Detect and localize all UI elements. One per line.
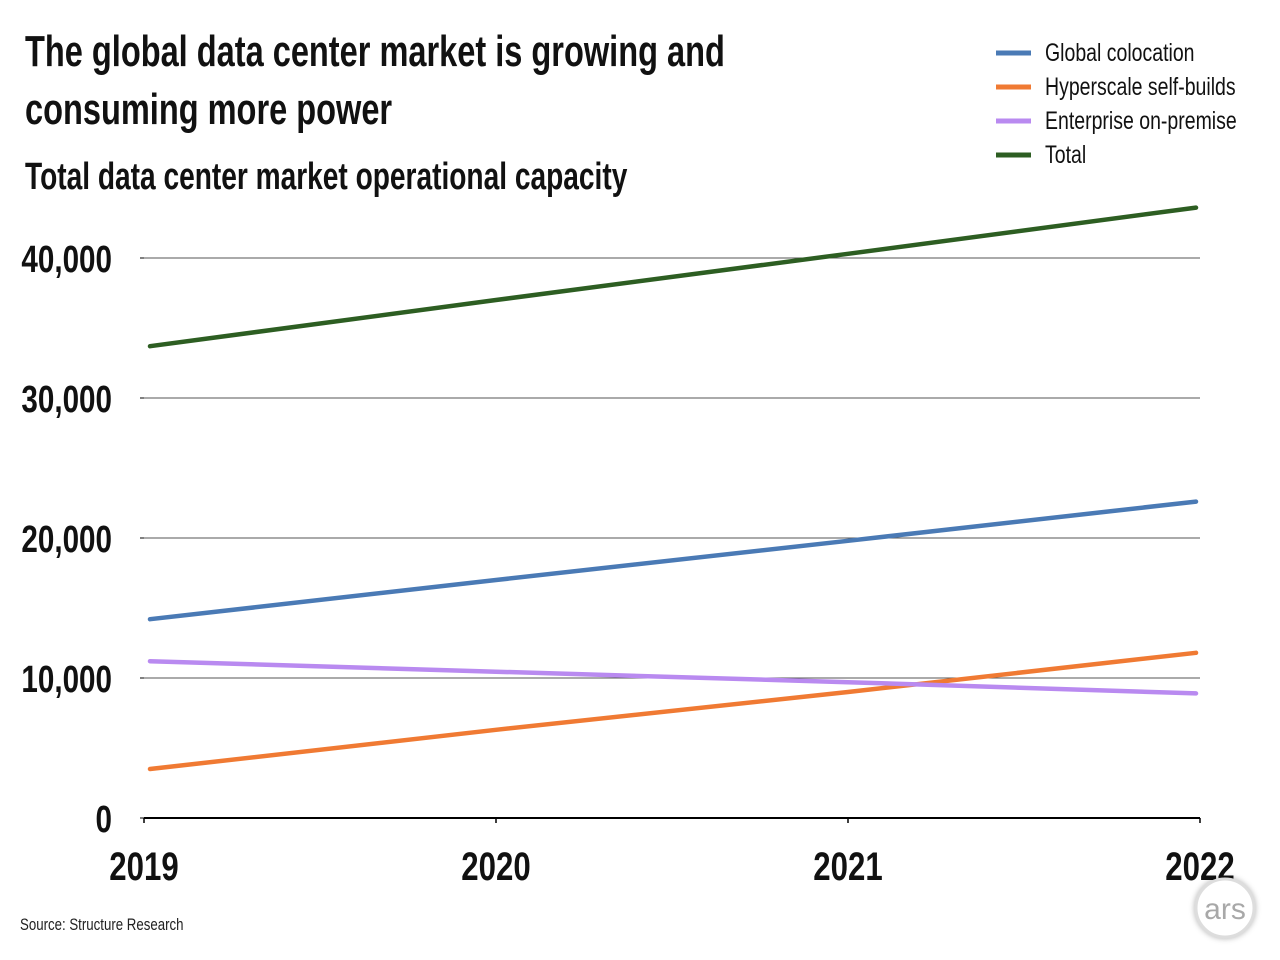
legend: Global colocation Hyperscale self-builds E…: [996, 39, 1237, 169]
x-tick-label: 2020: [461, 844, 530, 889]
series-line-global-colocation: [147, 499, 1199, 622]
legend-item: Hyperscale self-builds: [996, 73, 1236, 101]
gridlines: [144, 257, 1200, 679]
x-axis: 2019 2020 2021 2022: [109, 817, 1235, 889]
y-tick-label: 20,000: [21, 519, 112, 561]
svg-text:ars: ars: [1204, 893, 1246, 926]
series-line-total: [147, 205, 1199, 349]
chart-title: The global data center market is growing…: [25, 27, 725, 134]
legend-label: Total: [1045, 141, 1086, 169]
legend-item: Enterprise on-premise: [996, 107, 1237, 135]
x-tick-label: 2019: [109, 844, 178, 889]
legend-item: Total: [996, 141, 1086, 169]
x-tick-label: 2021: [813, 844, 882, 889]
y-tick-label: 30,000: [21, 379, 112, 421]
source-note: Source: Structure Research: [20, 916, 184, 935]
chart-subtitle: Total data center market operational cap…: [25, 156, 628, 198]
series-lines: [147, 205, 1199, 772]
legend-label: Enterprise on-premise: [1045, 107, 1237, 135]
legend-label: Global colocation: [1045, 39, 1195, 67]
title-line-2: consuming more power: [25, 85, 392, 134]
series-line-enterprise-on-premise: [147, 658, 1199, 696]
legend-label: Hyperscale self-builds: [1045, 73, 1236, 101]
y-axis: 0 10,000 20,000 30,000 40,000: [21, 239, 144, 841]
y-tick-label: 40,000: [21, 239, 112, 281]
series-line-hyperscale-self-builds: [147, 650, 1199, 772]
title-line-1: The global data center market is growing…: [25, 27, 725, 76]
y-tick-label: 10,000: [21, 659, 112, 701]
y-tick-label: 0: [96, 799, 112, 841]
ars-logo: ars: [1194, 877, 1256, 939]
legend-item: Global colocation: [996, 39, 1195, 67]
